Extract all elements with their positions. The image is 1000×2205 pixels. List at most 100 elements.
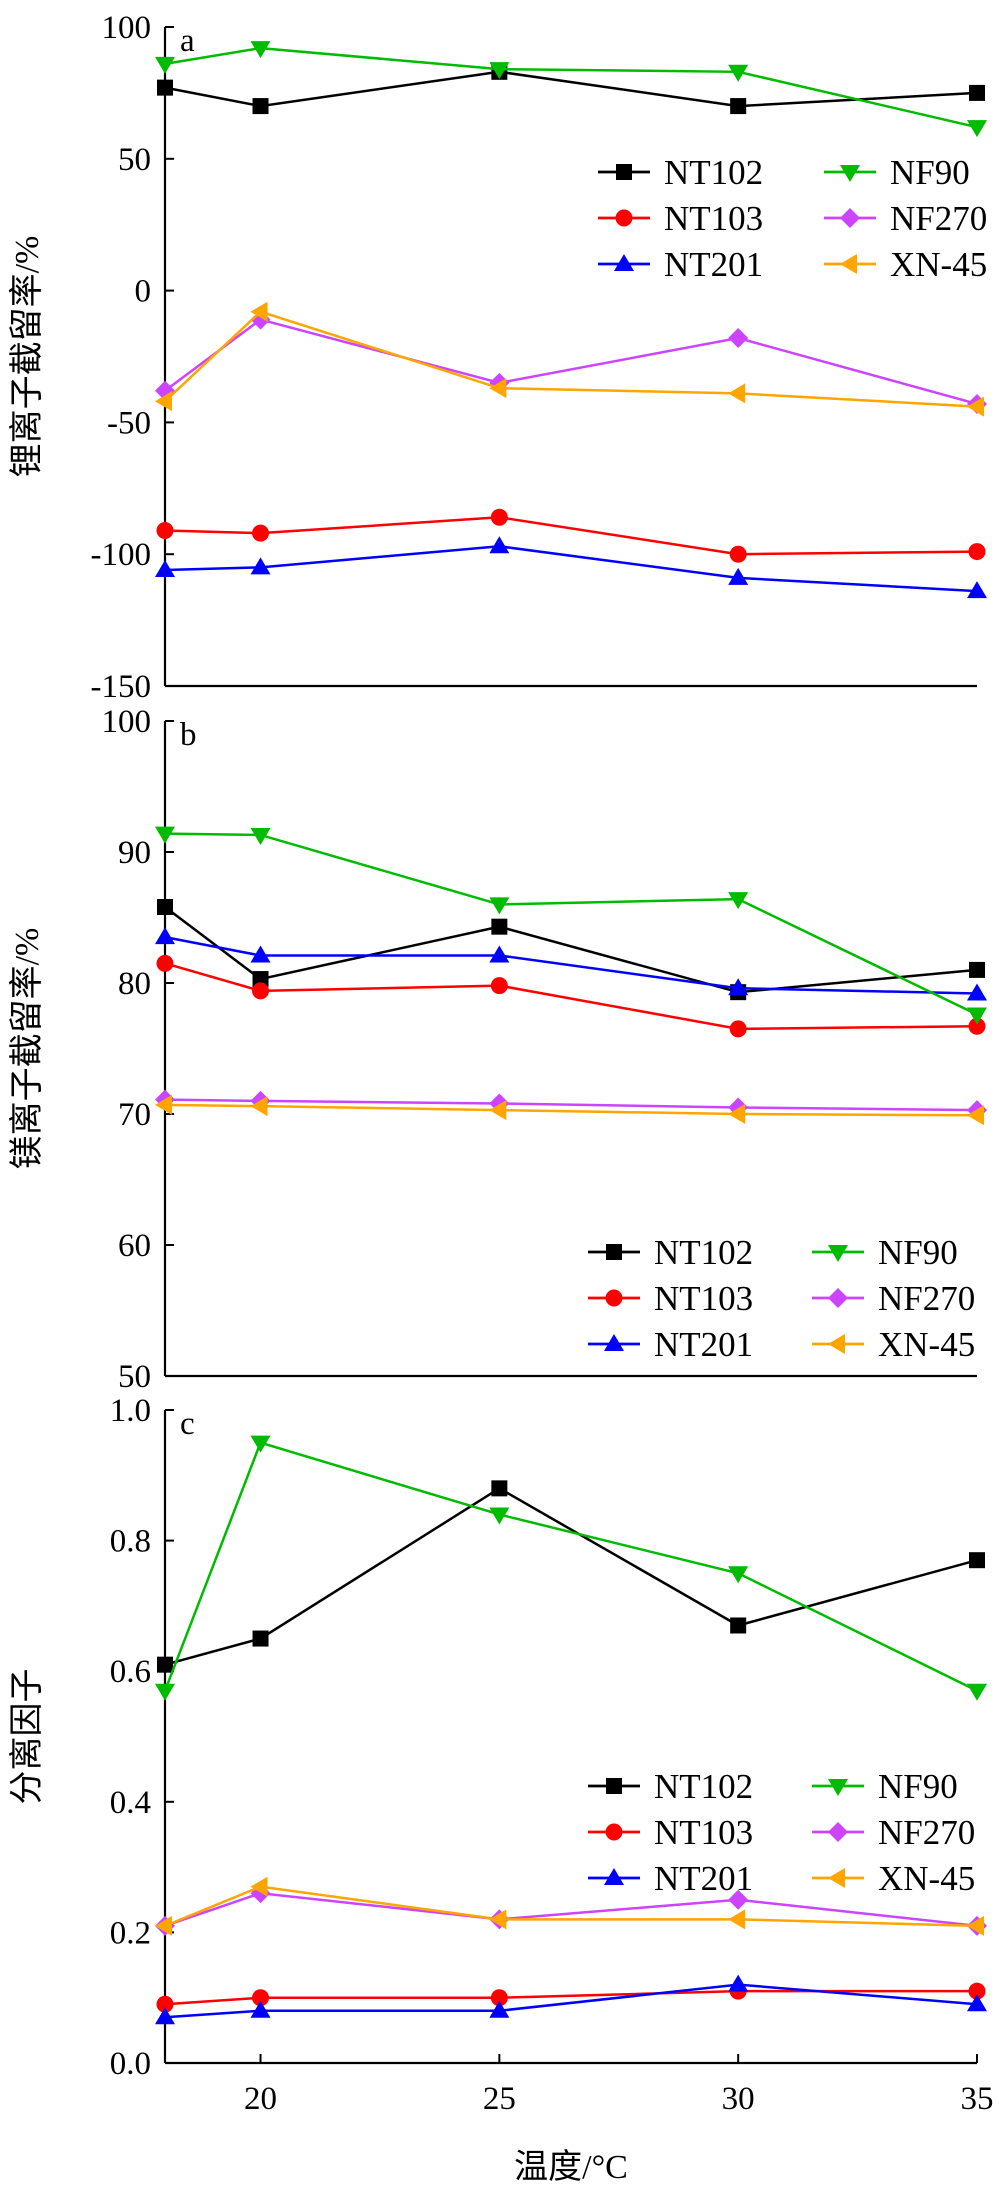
legend-item-xn-45: XN-45 [824,245,987,284]
data-point [491,1480,508,1497]
data-point [969,961,985,978]
y-tick-label: 100 [102,704,152,740]
y-axis-title: 镁离子截留率/% [8,928,46,1170]
data-point [967,396,984,417]
data-point [252,98,269,115]
legend-label: XN-45 [878,1859,975,1898]
legend: NT102 NT103 NT201 NF90 NF270 XN-45 [588,1233,975,1364]
x-tick-label: 25 [483,2081,516,2117]
panel-a: 100 50 0 -50 -100 -150 a 锂离子截留率/% NT102 NT103 NT20… [8,10,987,705]
legend-marker [840,165,860,182]
legend-marker [828,1868,845,1888]
y-tick-label: 1.0 [110,1393,151,1429]
data-point [729,1020,747,1038]
y-tick-label: 0.0 [110,2046,151,2082]
data-point [252,1630,269,1647]
data-point [967,1105,984,1126]
series-nf90 [155,826,987,1025]
legend-item-nt102: NT102 [588,1233,753,1272]
series-line [163,1441,978,1692]
series-line [164,1486,978,1666]
series-nt102 [157,63,985,115]
y-tick-label: 50 [118,1359,151,1395]
data-point [250,1096,268,1117]
legend-item-nt102: NT102 [588,1767,753,1806]
legend-label: NT201 [654,1859,753,1898]
series-nt103 [156,954,986,1038]
y-tick-label: 70 [118,1097,151,1133]
series-line [164,318,978,406]
series-line [164,46,978,129]
data-point [252,524,270,542]
legend-item-nt201: NT201 [598,245,763,284]
data-point [728,892,749,910]
data-point [489,536,510,554]
legend-item-xn-45: XN-45 [812,1859,975,1898]
y-tick-label: 80 [118,966,151,1002]
y-tick-label: -100 [91,537,152,573]
panel-c: 1.0 0.8 0.6 0.4 0.2 0.0 c 分离因子 20 25 30 35 温度/°C NT10… [8,1393,994,2186]
data-point [252,982,270,1000]
data-point [969,84,985,101]
legend-label: NF270 [878,1813,975,1852]
legend-label: NT103 [664,199,763,238]
legend-item-nt103: NT103 [598,199,763,238]
data-point [155,560,175,578]
legend-marker [828,1822,848,1842]
data-point [157,899,173,916]
y-tick-label: -50 [107,405,151,441]
data-point [490,977,508,995]
legend-label: NF270 [890,199,987,238]
data-point [728,1104,746,1124]
legend-label: NT102 [664,153,763,192]
panel-label: b [180,717,197,753]
legend-label: NT103 [654,1279,753,1318]
data-point [967,1994,987,2012]
data-point [967,120,987,138]
x-axis-title: 温度/°C [514,2148,628,2186]
x-tick-label: 35 [961,2081,994,2117]
data-point [155,1094,172,1115]
y-axis-title: 锂离子截留率/% [8,236,46,478]
data-point [157,79,173,96]
data-point [967,581,987,599]
y-tick-label: 0.2 [110,1915,151,1951]
series-nt201 [155,536,987,599]
legend-marker [616,164,632,180]
legend-marker [604,1334,624,1351]
legend-marker [605,1823,623,1841]
legend-marker [606,1244,622,1260]
data-point [967,1683,987,1701]
y-tick-label: 0.8 [110,1524,151,1560]
legend-item-nf270: NF270 [812,1279,975,1318]
legend-item-nf90: NF90 [824,153,970,192]
legend-marker [828,1779,848,1796]
series-nt201 [155,927,987,1001]
legend-item-nf90: NF90 [812,1767,958,1806]
data-point [155,391,172,412]
data-point [156,1995,174,2013]
series-line [164,1885,978,1928]
y-tick-label: 50 [118,142,151,178]
panel-label: c [180,1406,195,1442]
series-xn-45 [155,1094,984,1126]
data-point [729,545,747,563]
legend-label: NF90 [878,1767,958,1806]
series-nt102 [157,1480,985,1673]
data-point [967,1915,984,1936]
legend-marker [614,254,634,271]
y-tick-label: 60 [118,1228,151,1264]
legend-marker [606,1778,622,1794]
data-point [157,1656,173,1673]
data-point [728,1909,746,1930]
data-point [489,1507,510,1525]
data-point [490,1989,508,2007]
legend-item-nf90: NF90 [812,1233,958,1272]
data-point [250,2000,271,2018]
data-point [252,971,269,988]
data-point [155,2007,175,2025]
legend-item-xn-45: XN-45 [812,1325,975,1364]
y-tick-label: 0.6 [110,1654,151,1690]
